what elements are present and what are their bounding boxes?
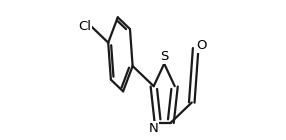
Text: O: O <box>196 39 206 52</box>
Text: S: S <box>160 50 168 63</box>
Text: N: N <box>149 122 158 135</box>
Text: Cl: Cl <box>78 20 91 33</box>
